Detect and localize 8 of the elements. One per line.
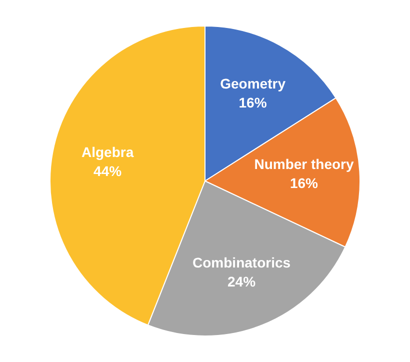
slice-label: Geometry [220,75,286,92]
data-label: 24% [228,274,256,290]
data-label: 44% [94,162,122,179]
data-label: 16% [290,175,319,192]
data-label: 16% [238,94,268,110]
slice-label: Number theory [254,156,354,172]
slice-label: Combinatorics [192,254,291,271]
slice-label: Algebra [81,144,134,160]
